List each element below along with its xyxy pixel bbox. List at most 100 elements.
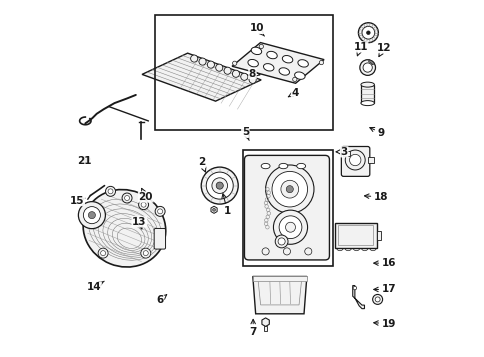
Text: 2: 2	[197, 157, 205, 172]
Circle shape	[358, 23, 378, 42]
Circle shape	[274, 235, 287, 248]
Circle shape	[304, 248, 311, 255]
Ellipse shape	[294, 72, 304, 79]
FancyBboxPatch shape	[244, 155, 329, 260]
Bar	[360, 85, 374, 103]
Ellipse shape	[360, 101, 374, 106]
Text: 15: 15	[70, 196, 85, 206]
Circle shape	[206, 172, 233, 199]
Ellipse shape	[260, 164, 270, 169]
Ellipse shape	[282, 55, 292, 63]
Ellipse shape	[83, 190, 166, 267]
FancyBboxPatch shape	[341, 146, 369, 176]
Circle shape	[122, 193, 132, 203]
Circle shape	[100, 251, 106, 256]
Circle shape	[349, 154, 360, 166]
Circle shape	[198, 58, 206, 65]
Text: 7: 7	[249, 320, 257, 337]
Circle shape	[286, 186, 293, 193]
Circle shape	[273, 210, 307, 244]
Circle shape	[190, 55, 197, 62]
Bar	[343, 151, 349, 156]
Circle shape	[141, 202, 146, 207]
Circle shape	[352, 286, 356, 290]
Ellipse shape	[84, 158, 88, 160]
Circle shape	[157, 209, 162, 214]
Circle shape	[98, 248, 108, 258]
Ellipse shape	[263, 64, 273, 71]
Bar	[334, 223, 376, 248]
Text: 14: 14	[86, 281, 104, 292]
Circle shape	[272, 171, 307, 207]
Text: 17: 17	[373, 285, 396, 295]
Polygon shape	[261, 318, 269, 326]
Circle shape	[138, 200, 148, 210]
Circle shape	[143, 251, 148, 256]
Circle shape	[265, 165, 313, 213]
Circle shape	[78, 202, 105, 228]
Circle shape	[249, 76, 256, 84]
Bar	[367, 157, 373, 163]
Polygon shape	[211, 206, 217, 213]
Circle shape	[201, 167, 238, 204]
Circle shape	[261, 248, 269, 255]
Circle shape	[88, 212, 95, 219]
Circle shape	[372, 295, 382, 305]
Text: 1: 1	[222, 194, 231, 216]
Bar	[337, 225, 372, 245]
Ellipse shape	[278, 164, 287, 169]
Circle shape	[106, 186, 115, 196]
Ellipse shape	[82, 157, 90, 161]
Circle shape	[240, 73, 247, 80]
Text: 12: 12	[376, 42, 391, 56]
Text: 5: 5	[241, 127, 249, 140]
Text: 3: 3	[335, 147, 347, 157]
Circle shape	[155, 206, 165, 216]
Circle shape	[280, 180, 298, 198]
Circle shape	[285, 222, 295, 232]
Circle shape	[224, 67, 231, 74]
Bar	[376, 231, 380, 240]
Ellipse shape	[278, 68, 289, 75]
Circle shape	[283, 248, 290, 255]
Circle shape	[277, 238, 285, 245]
Ellipse shape	[247, 59, 258, 67]
Text: 18: 18	[364, 192, 388, 202]
Bar	[242, 150, 333, 266]
Circle shape	[140, 248, 151, 258]
Bar	[155, 15, 333, 131]
Circle shape	[363, 63, 372, 72]
Ellipse shape	[251, 47, 261, 55]
Text: 10: 10	[250, 24, 264, 36]
Circle shape	[292, 77, 296, 81]
Text: 9: 9	[369, 127, 384, 138]
Text: 11: 11	[352, 42, 367, 56]
Wedge shape	[368, 60, 374, 65]
Circle shape	[359, 60, 375, 75]
Text: 8: 8	[248, 69, 259, 79]
Polygon shape	[252, 276, 306, 314]
Text: 4: 4	[287, 88, 298, 98]
Circle shape	[374, 297, 379, 302]
Circle shape	[207, 61, 214, 68]
Circle shape	[366, 31, 369, 35]
Bar	[252, 276, 306, 281]
Polygon shape	[231, 42, 323, 83]
Circle shape	[124, 196, 129, 201]
Circle shape	[279, 216, 301, 238]
Circle shape	[215, 64, 222, 71]
Polygon shape	[142, 53, 260, 101]
Text: 6: 6	[156, 295, 166, 305]
Circle shape	[83, 207, 100, 224]
Circle shape	[108, 189, 113, 194]
Ellipse shape	[297, 60, 308, 67]
Circle shape	[345, 150, 364, 170]
Ellipse shape	[360, 82, 374, 87]
Circle shape	[258, 44, 263, 49]
Circle shape	[212, 178, 227, 193]
Circle shape	[232, 61, 236, 65]
Text: 19: 19	[373, 318, 395, 328]
FancyBboxPatch shape	[154, 228, 165, 249]
Circle shape	[361, 26, 374, 39]
Text: 16: 16	[373, 258, 395, 268]
